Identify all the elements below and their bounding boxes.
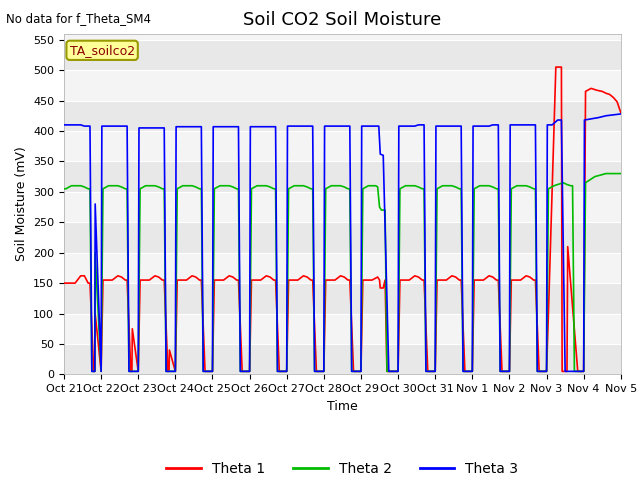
- Bar: [64, 344, 621, 374]
- Bar: [64, 192, 621, 222]
- Bar: [64, 161, 621, 192]
- Bar: [64, 70, 621, 100]
- X-axis label: Time: Time: [327, 400, 358, 413]
- Text: TA_soilco2: TA_soilco2: [70, 44, 134, 57]
- Y-axis label: Soil Moisture (mV): Soil Moisture (mV): [15, 146, 28, 262]
- Bar: [64, 40, 621, 70]
- Text: No data for f_Theta_SM4: No data for f_Theta_SM4: [6, 12, 152, 25]
- Bar: [64, 34, 621, 40]
- Title: Soil CO2 Soil Moisture: Soil CO2 Soil Moisture: [243, 11, 442, 29]
- Bar: [64, 252, 621, 283]
- Bar: [64, 222, 621, 252]
- Bar: [64, 313, 621, 344]
- Legend: Theta 1, Theta 2, Theta 3: Theta 1, Theta 2, Theta 3: [161, 456, 524, 480]
- Bar: [64, 283, 621, 313]
- Bar: [64, 131, 621, 161]
- Bar: [64, 100, 621, 131]
